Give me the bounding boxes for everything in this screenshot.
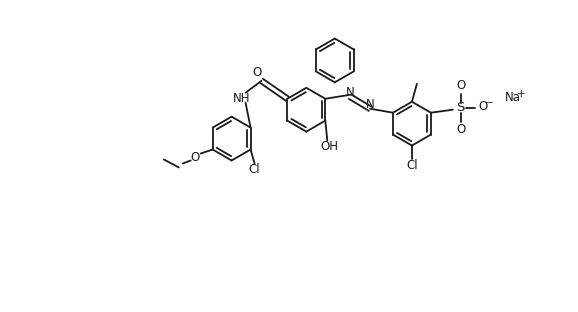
Text: −: − xyxy=(486,98,494,108)
Text: O: O xyxy=(456,123,465,136)
Text: O: O xyxy=(190,151,199,164)
Text: O: O xyxy=(478,100,487,113)
Text: O: O xyxy=(252,66,261,79)
Text: N: N xyxy=(346,86,354,99)
Text: O: O xyxy=(456,79,465,92)
Text: N: N xyxy=(366,98,375,111)
Text: NH: NH xyxy=(233,92,250,105)
Text: +: + xyxy=(517,89,526,99)
Text: OH: OH xyxy=(320,140,338,153)
Text: Cl: Cl xyxy=(249,163,260,176)
Text: Na: Na xyxy=(505,91,521,104)
Text: Cl: Cl xyxy=(406,159,418,172)
Text: S: S xyxy=(457,101,465,114)
